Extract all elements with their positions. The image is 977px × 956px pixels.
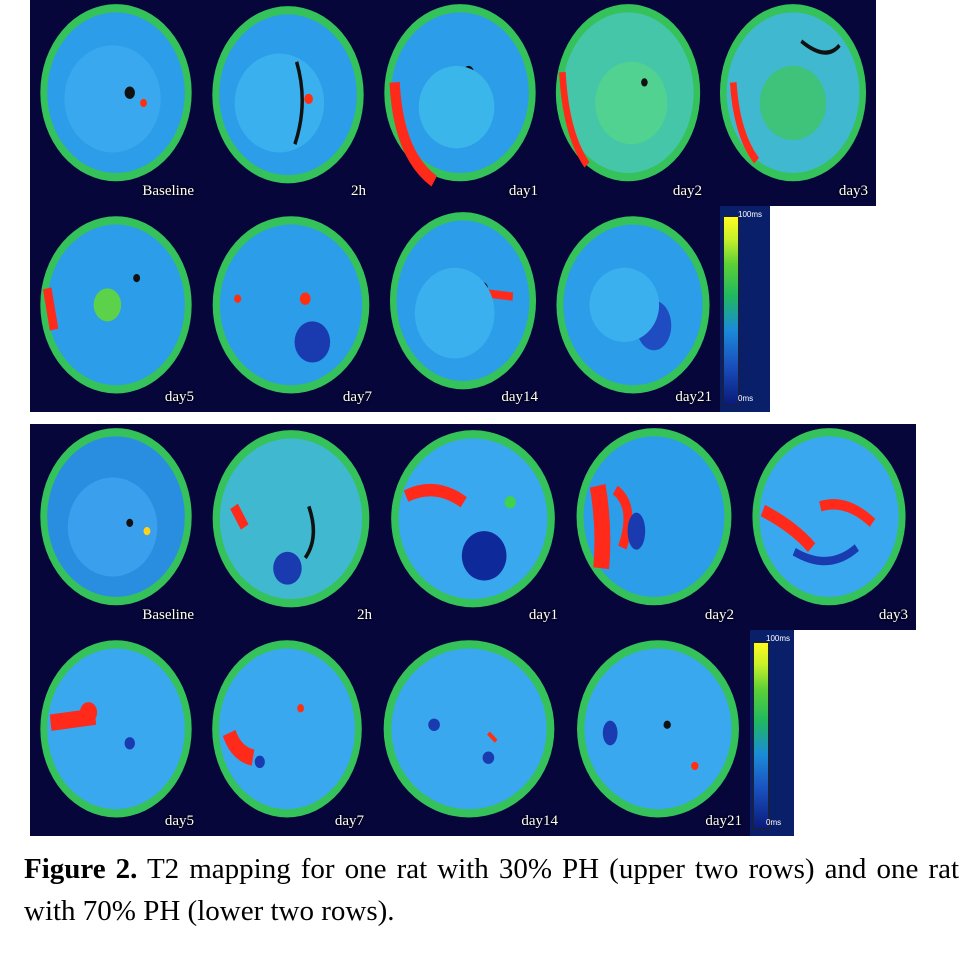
panel-label: day2 xyxy=(704,607,734,623)
mri-tile: day3 xyxy=(710,0,876,206)
mri-tile: day7 xyxy=(202,630,372,836)
colorbar-max-label: 100ms xyxy=(766,634,791,643)
panel-label: day1 xyxy=(528,607,558,623)
t2-map-image xyxy=(555,4,701,182)
mri-tile: day7 xyxy=(202,206,380,412)
colorbar-min-label: 0ms xyxy=(766,818,782,827)
panel-label: day21 xyxy=(705,813,742,829)
panel-label: day5 xyxy=(164,813,194,829)
mri-tile: day3 xyxy=(742,424,916,630)
panel-label: day14 xyxy=(501,389,538,405)
panel-label: day5 xyxy=(164,389,194,405)
colorbar-max-label: 100ms xyxy=(738,210,763,219)
figure-label: Figure 2. xyxy=(24,853,138,885)
panel-label: day3 xyxy=(878,607,908,623)
mri-tile: day14 xyxy=(372,630,566,836)
t2-map-image xyxy=(212,640,362,818)
caption-text: T2 mapping for one rat with 30% PH (uppe… xyxy=(24,853,960,927)
mri-tile: day2 xyxy=(566,424,742,630)
mri-tile: day5 xyxy=(30,206,202,412)
colorbar xyxy=(723,216,739,406)
mri-tile: day21 xyxy=(566,630,750,836)
t2-map-image xyxy=(383,640,555,818)
colorbar-panel: 100ms 0ms xyxy=(750,630,794,836)
panel-label: day14 xyxy=(521,813,558,829)
panel-label: 2h xyxy=(351,183,366,199)
t2-map-image xyxy=(212,6,364,184)
mri-tile: day5 xyxy=(30,630,202,836)
t2-map-image xyxy=(577,640,739,818)
mri-tile: Baseline xyxy=(30,424,202,630)
panel-label: day1 xyxy=(508,183,538,199)
mri-tile: day21 xyxy=(546,206,720,412)
t2-map-image xyxy=(40,640,192,818)
t2-map-image xyxy=(40,216,192,394)
panel-label: day3 xyxy=(838,183,868,199)
t2-map-image xyxy=(212,216,370,394)
panel-label: day7 xyxy=(342,389,372,405)
t2-map-image xyxy=(391,430,555,608)
t2-map-image xyxy=(556,216,710,394)
panel-label: day7 xyxy=(334,813,364,829)
t2-map-image xyxy=(389,212,537,390)
panel-label: day2 xyxy=(672,183,702,199)
mri-tile: day2 xyxy=(546,0,710,206)
t2-map-image xyxy=(212,430,370,608)
colorbar-min-label: 0ms xyxy=(738,394,754,403)
colorbar xyxy=(753,642,769,830)
panel-label: day21 xyxy=(675,389,712,405)
panel-label: Baseline xyxy=(142,183,194,199)
t2-map-image xyxy=(719,4,867,182)
mri-tile: 2h xyxy=(202,0,374,206)
t2-map-image xyxy=(40,4,192,182)
t2-map-image xyxy=(40,428,192,606)
mri-tile: 2h xyxy=(202,424,380,630)
mri-tile: day14 xyxy=(380,206,546,412)
panel-label: 2h xyxy=(357,607,372,623)
mri-tile: day1 xyxy=(374,0,546,206)
figure-caption: Figure 2. T2 mapping for one rat with 30… xyxy=(24,848,959,932)
t2-map-image xyxy=(752,428,906,606)
colorbar-panel: 100ms 0ms xyxy=(720,206,770,412)
mri-tile: Baseline xyxy=(30,0,202,206)
mri-tile: day1 xyxy=(380,424,566,630)
panel-label: Baseline xyxy=(142,607,194,623)
t2-map-image xyxy=(384,4,536,187)
t2-map-image xyxy=(576,428,732,606)
